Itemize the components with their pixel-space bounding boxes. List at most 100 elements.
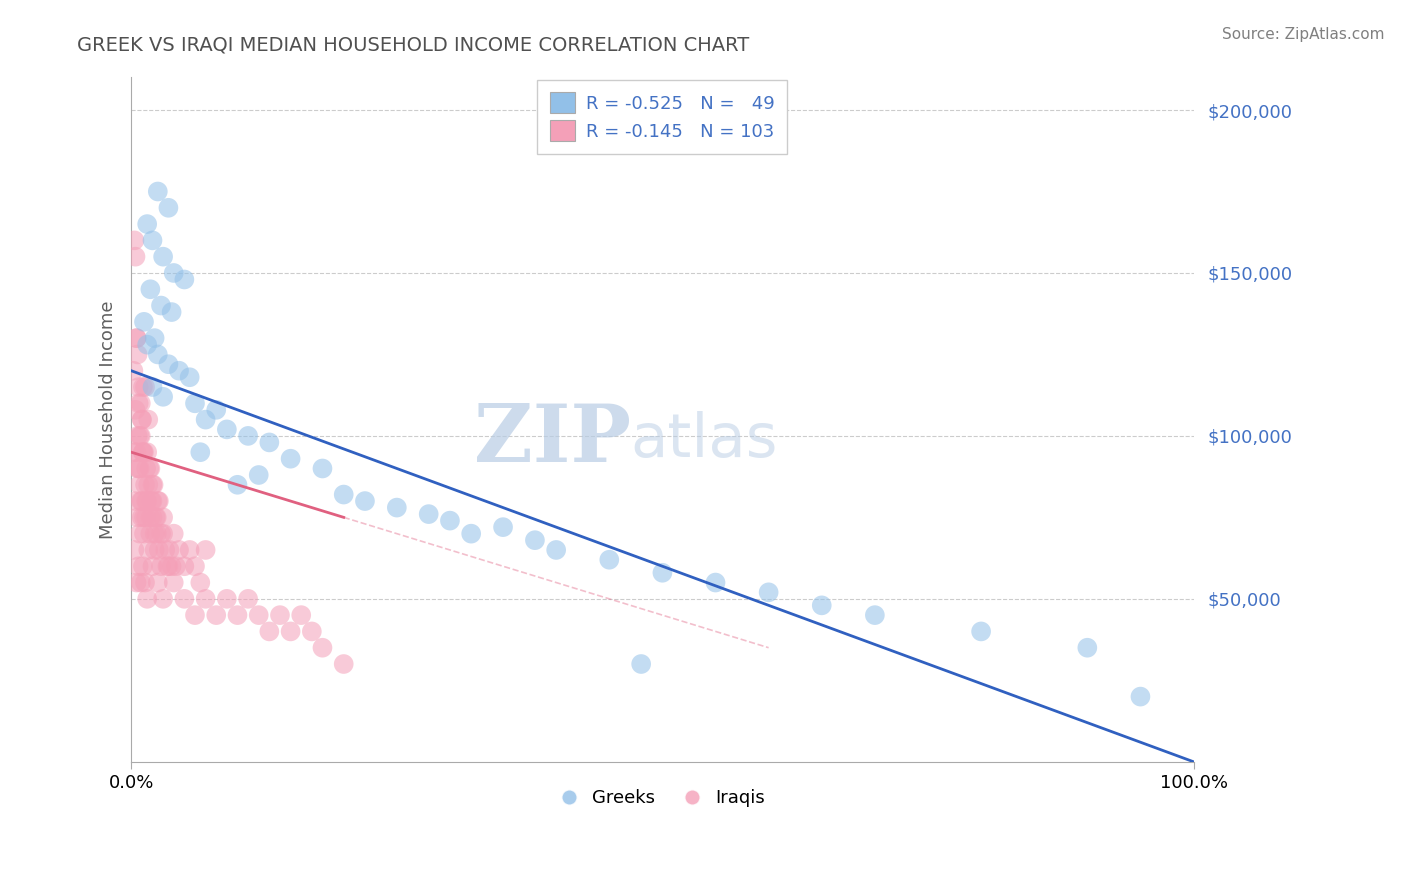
Point <box>141 510 163 524</box>
Point <box>132 445 155 459</box>
Point <box>128 396 150 410</box>
Point <box>127 510 149 524</box>
Point <box>124 543 146 558</box>
Point <box>179 543 201 558</box>
Point <box>127 429 149 443</box>
Point <box>124 494 146 508</box>
Legend: Greeks, Iraqis: Greeks, Iraqis <box>553 782 772 814</box>
Text: ZIP: ZIP <box>474 401 630 479</box>
Point <box>141 477 163 491</box>
Point <box>194 412 217 426</box>
Point <box>136 217 159 231</box>
Point <box>863 608 886 623</box>
Point <box>523 533 546 548</box>
Point <box>184 559 207 574</box>
Point <box>132 315 155 329</box>
Point <box>124 445 146 459</box>
Point <box>163 266 186 280</box>
Point <box>157 559 180 574</box>
Point <box>152 526 174 541</box>
Point <box>704 575 727 590</box>
Point <box>167 364 190 378</box>
Point <box>269 608 291 623</box>
Point <box>129 429 152 443</box>
Point <box>152 390 174 404</box>
Point <box>259 624 281 639</box>
Point <box>630 657 652 671</box>
Point <box>236 429 259 443</box>
Text: GREEK VS IRAQI MEDIAN HOUSEHOLD INCOME CORRELATION CHART: GREEK VS IRAQI MEDIAN HOUSEHOLD INCOME C… <box>77 36 749 54</box>
Point <box>311 461 333 475</box>
Point <box>128 559 150 574</box>
Point <box>194 543 217 558</box>
Point <box>146 347 169 361</box>
Point <box>247 468 270 483</box>
Point <box>128 380 150 394</box>
Point <box>136 412 159 426</box>
Point <box>141 559 163 574</box>
Point <box>460 526 482 541</box>
Point <box>160 305 183 319</box>
Point <box>146 575 169 590</box>
Point <box>157 357 180 371</box>
Point <box>167 543 190 558</box>
Point <box>131 412 153 426</box>
Point <box>598 553 620 567</box>
Point <box>129 396 152 410</box>
Point <box>159 543 181 558</box>
Point <box>354 494 377 508</box>
Point <box>1076 640 1098 655</box>
Point <box>651 566 673 580</box>
Text: Source: ZipAtlas.com: Source: ZipAtlas.com <box>1222 27 1385 42</box>
Point <box>131 412 153 426</box>
Point <box>173 591 195 606</box>
Point <box>135 494 157 508</box>
Point <box>439 514 461 528</box>
Point <box>205 608 228 623</box>
Point <box>125 445 148 459</box>
Point <box>215 422 238 436</box>
Point <box>138 461 160 475</box>
Point <box>148 494 170 508</box>
Point <box>546 543 568 558</box>
Text: atlas: atlas <box>630 410 778 469</box>
Point <box>135 461 157 475</box>
Point <box>226 477 249 491</box>
Point <box>124 402 146 417</box>
Point <box>280 624 302 639</box>
Point <box>132 445 155 459</box>
Point <box>141 494 163 508</box>
Point <box>146 494 169 508</box>
Point <box>173 559 195 574</box>
Point <box>141 380 163 394</box>
Point <box>142 477 165 491</box>
Point <box>122 364 145 378</box>
Point <box>173 272 195 286</box>
Point <box>145 526 167 541</box>
Point <box>205 402 228 417</box>
Point <box>139 461 162 475</box>
Point <box>188 445 211 459</box>
Point <box>188 575 211 590</box>
Point <box>157 201 180 215</box>
Point <box>135 510 157 524</box>
Point <box>129 494 152 508</box>
Point <box>143 543 166 558</box>
Point <box>128 461 150 475</box>
Point <box>146 185 169 199</box>
Point <box>134 380 156 394</box>
Point <box>194 591 217 606</box>
Point <box>143 526 166 541</box>
Point <box>758 585 780 599</box>
Point <box>236 591 259 606</box>
Point <box>259 435 281 450</box>
Point <box>134 477 156 491</box>
Point <box>184 608 207 623</box>
Point <box>290 608 312 623</box>
Point <box>179 370 201 384</box>
Point <box>280 451 302 466</box>
Point <box>145 510 167 524</box>
Point <box>127 461 149 475</box>
Point <box>145 510 167 524</box>
Point <box>136 591 159 606</box>
